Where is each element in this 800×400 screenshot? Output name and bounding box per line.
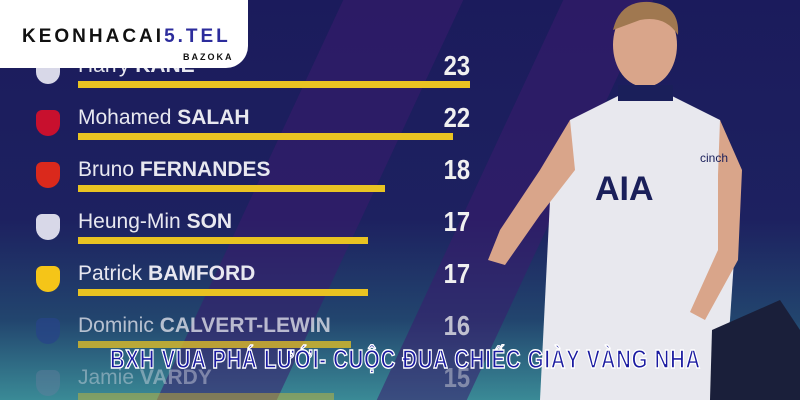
- club-crest-icon: [36, 110, 60, 136]
- player-last-name: BAMFORD: [148, 262, 256, 285]
- player-name: Heung-Min SON: [78, 210, 232, 234]
- player-photo: AIA cinch: [488, 1, 800, 400]
- player-first-name: Dominic: [78, 314, 154, 337]
- goal-count: 16: [443, 310, 470, 341]
- player-first-name: Patrick: [78, 262, 143, 285]
- scorer-row: Heung-Min SON 17: [0, 206, 480, 244]
- goal-count: 17: [443, 258, 470, 289]
- goal-bar: [78, 133, 453, 140]
- player-name: Jamie VARDY: [78, 366, 212, 390]
- svg-text:cinch: cinch: [700, 151, 728, 165]
- goal-bar: [78, 81, 470, 88]
- goal-bar: [78, 237, 368, 244]
- club-crest-icon: [36, 266, 60, 292]
- player-last-name: CALVERT-LEWIN: [159, 314, 331, 337]
- club-crest-icon: [36, 370, 60, 396]
- player-last-name: SON: [186, 210, 233, 233]
- goal-count: 18: [443, 154, 470, 185]
- player-last-name: FERNANDES: [139, 158, 271, 181]
- scorer-row: Bruno FERNANDES 18: [0, 154, 480, 192]
- goal-count: 22: [443, 102, 470, 133]
- player-name: Mohamed SALAH: [78, 106, 250, 130]
- player-last-name: SALAH: [177, 106, 250, 129]
- logo-tagline: BAZOKA: [183, 52, 234, 62]
- player-first-name: Heung-Min: [78, 210, 181, 233]
- goal-count: 15: [443, 362, 470, 393]
- goal-count: 17: [443, 206, 470, 237]
- headline: BXH VUA PHÁ LƯỚI- CUỘC ĐUA CHIẾC GIÀY VÀ…: [109, 343, 701, 374]
- player-first-name: Jamie: [78, 366, 135, 389]
- goal-bar: [78, 185, 385, 192]
- player-first-name: Bruno: [78, 158, 135, 181]
- player-last-name: VARDY: [139, 366, 212, 389]
- club-crest-icon: [36, 214, 60, 240]
- logo-suffix: 5.TEL: [164, 26, 231, 47]
- goal-count: 23: [443, 50, 470, 81]
- scorer-row: Patrick BAMFORD 17: [0, 258, 480, 296]
- scorer-row: Dominic CALVERT-LEWIN 16: [0, 310, 480, 348]
- scorer-row: Mohamed SALAH 22: [0, 102, 480, 140]
- player-name: Patrick BAMFORD: [78, 262, 255, 286]
- player-first-name: Mohamed: [78, 106, 172, 129]
- player-name: Bruno FERNANDES: [78, 158, 271, 182]
- goal-bar: [78, 289, 368, 296]
- goal-bar: [78, 393, 334, 400]
- club-crest-icon: [36, 162, 60, 188]
- scorer-row: Jamie VARDY 15: [0, 362, 480, 400]
- logo-wordmark: KEONHACAI5.TEL: [22, 26, 231, 48]
- svg-text:AIA: AIA: [595, 170, 654, 208]
- logo-prefix: KEONHACAI: [22, 26, 165, 47]
- site-logo[interactable]: KEONHACAI5.TEL BAZOKA: [0, 0, 248, 68]
- goal-bar: [78, 341, 351, 348]
- player-name: Dominic CALVERT-LEWIN: [78, 314, 331, 338]
- club-crest-icon: [36, 318, 60, 344]
